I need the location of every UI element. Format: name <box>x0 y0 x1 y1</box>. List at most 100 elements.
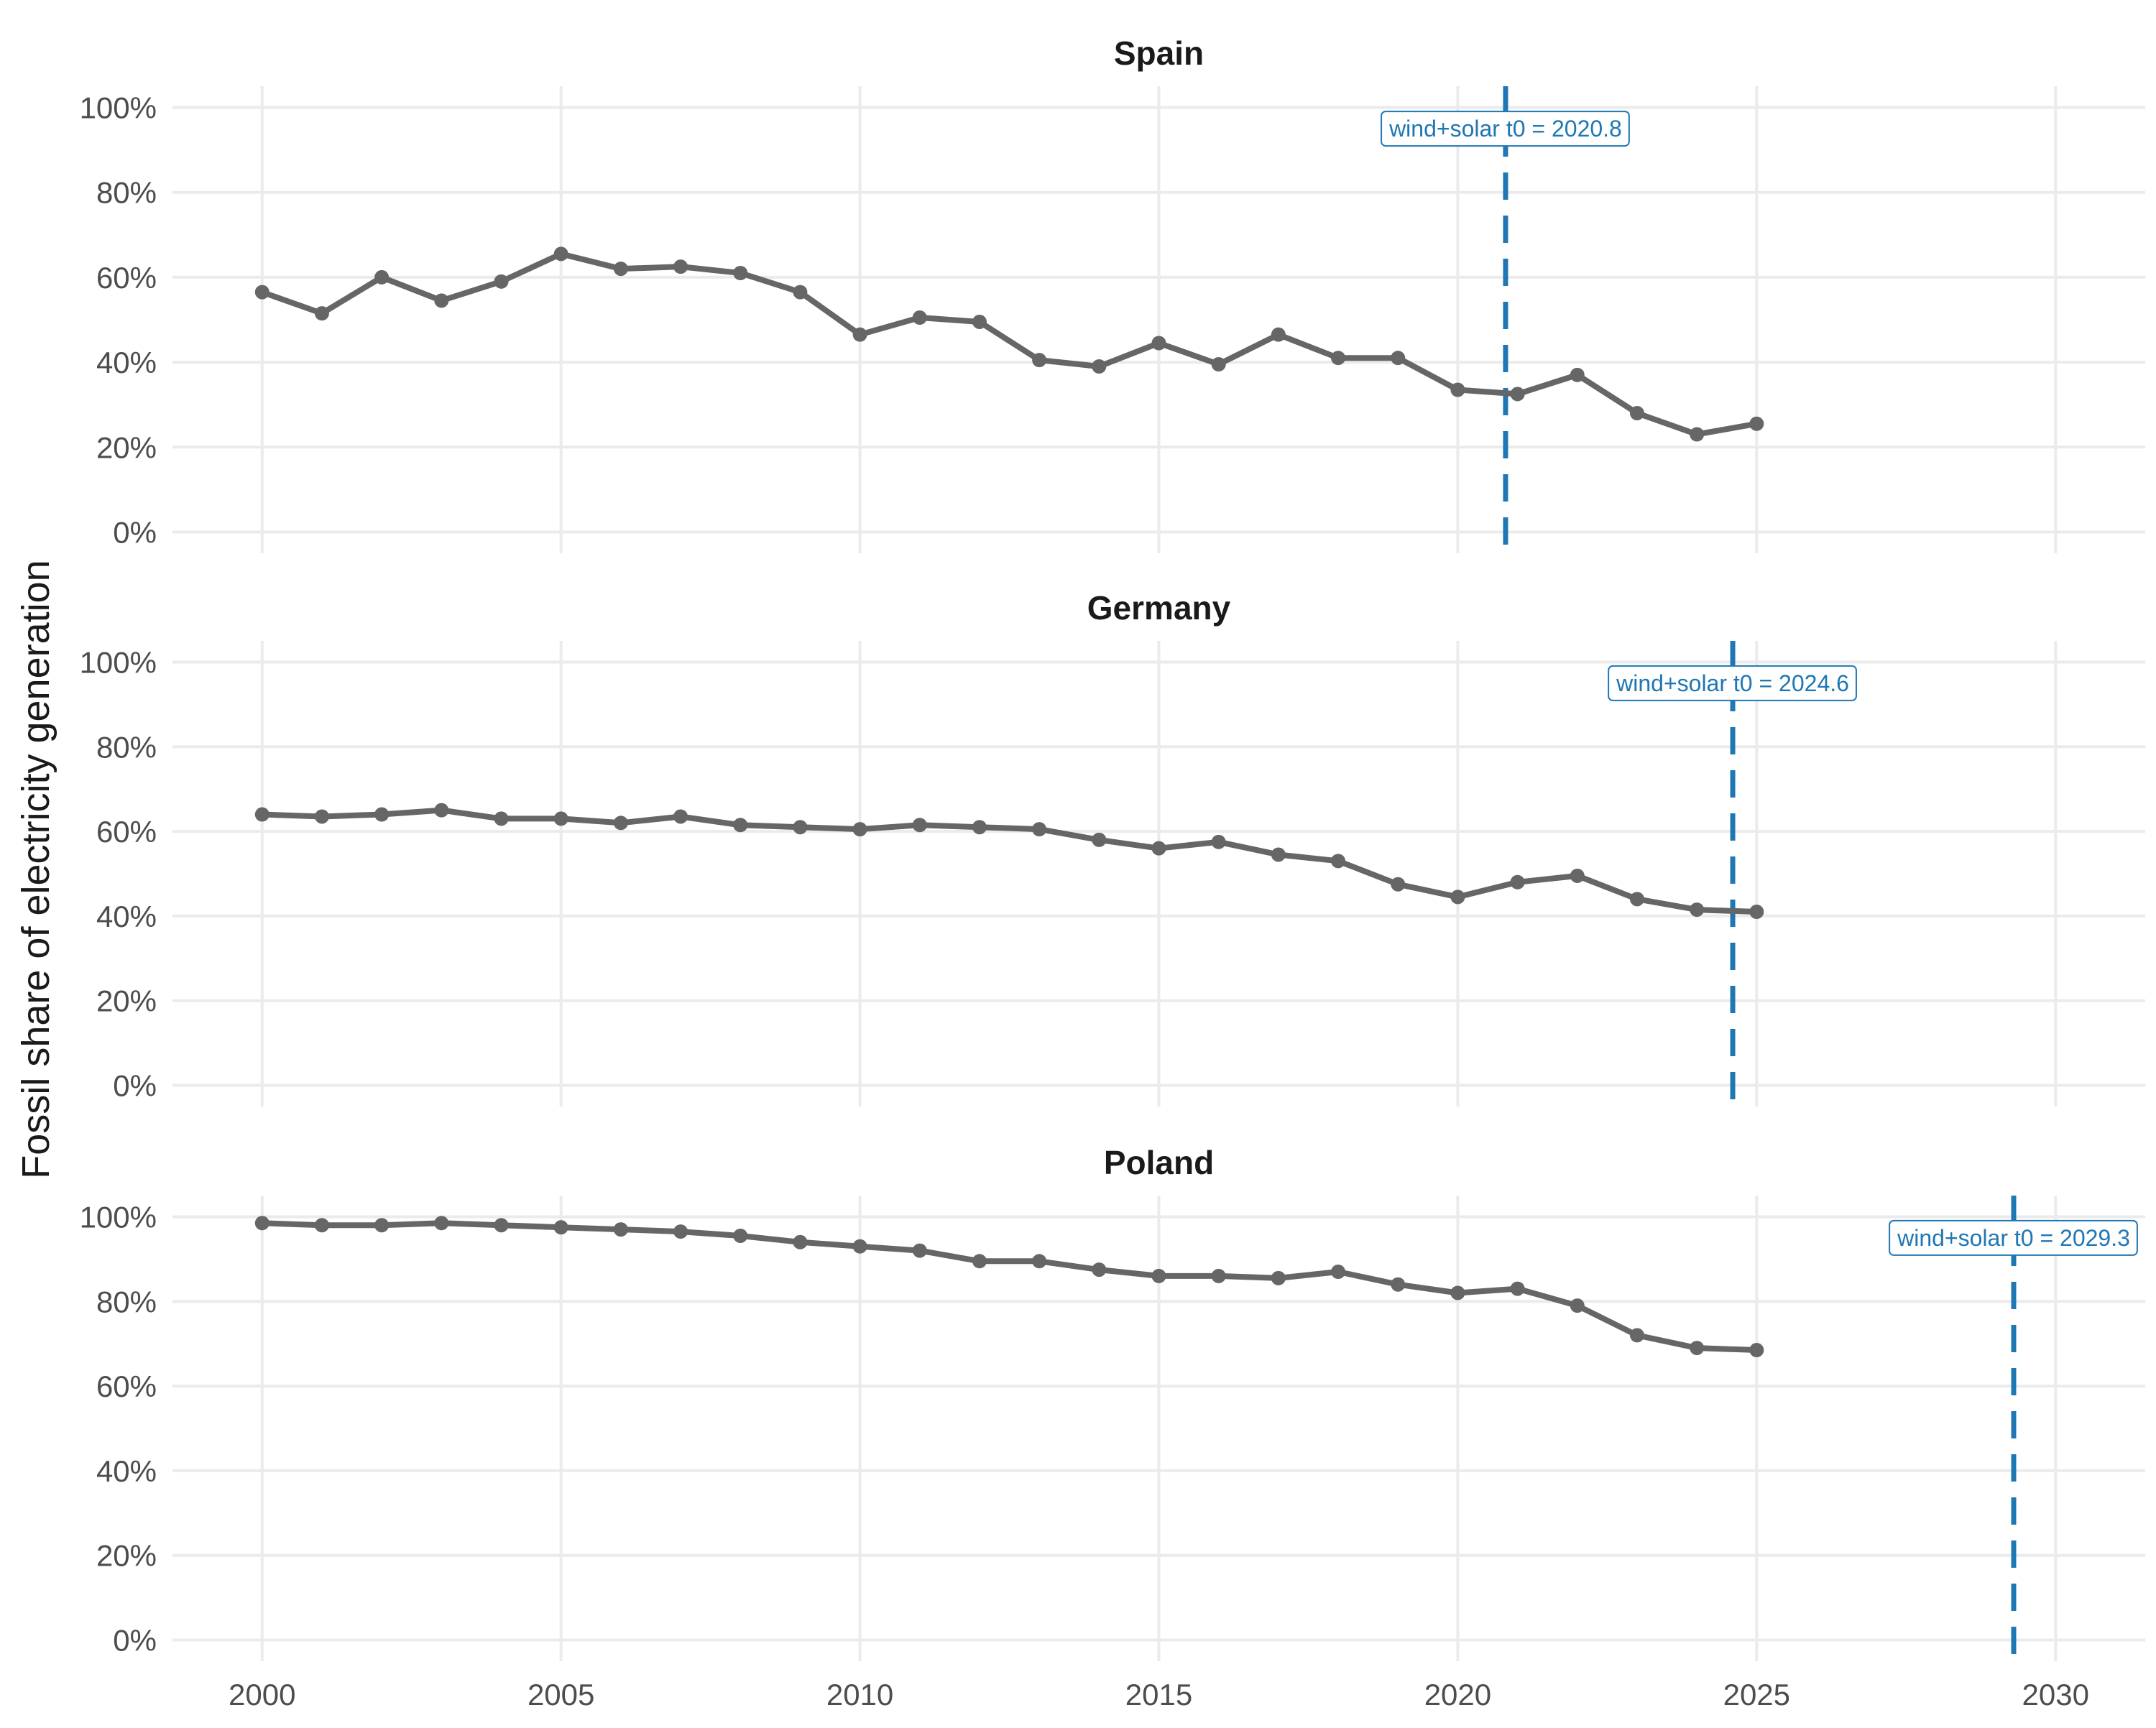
data-point <box>1749 1343 1764 1358</box>
y-tick-label: 80% <box>96 730 157 764</box>
vline-annotation-box <box>1608 665 1857 701</box>
series-line <box>259 807 1760 915</box>
data-point <box>1331 1265 1346 1280</box>
data-point <box>1690 902 1705 918</box>
data-point <box>1032 822 1047 837</box>
series-line <box>259 251 1760 438</box>
y-tick-label: 60% <box>96 261 157 295</box>
data-point <box>553 1220 568 1235</box>
data-point <box>1570 1298 1585 1313</box>
data-point <box>314 1218 329 1233</box>
data-point <box>1391 1277 1406 1292</box>
y-tick-label: 80% <box>96 176 157 210</box>
y-tick-label: 20% <box>96 430 157 464</box>
y-tick-label: 0% <box>113 515 157 549</box>
data-point <box>793 1234 808 1249</box>
panel-title: Germany <box>1087 589 1231 627</box>
data-point <box>374 269 390 285</box>
data-point <box>1570 367 1585 382</box>
data-point <box>793 820 808 835</box>
x-tick-label: 2005 <box>528 1678 594 1711</box>
data-point <box>912 818 927 833</box>
data-point <box>1450 890 1465 905</box>
data-point <box>1510 1281 1525 1296</box>
data-point <box>1151 1268 1166 1283</box>
y-tick-label: 100% <box>80 1200 157 1234</box>
data-point <box>673 809 688 824</box>
data-point <box>1151 336 1166 351</box>
data-point <box>1211 1268 1226 1283</box>
data-point <box>793 285 808 300</box>
data-point <box>1151 841 1166 856</box>
data-point <box>673 259 688 274</box>
data-point <box>1032 353 1047 368</box>
y-axis-label: Fossil share of electricity generation <box>14 560 57 1178</box>
data-point <box>1391 877 1406 892</box>
vline-annotation-box <box>1889 1219 2138 1256</box>
data-point <box>912 310 927 325</box>
data-point <box>733 266 748 280</box>
x-tick-label: 2030 <box>2022 1678 2089 1711</box>
y-tick-label: 60% <box>96 1369 157 1403</box>
data-point <box>1690 1341 1705 1356</box>
data-point <box>434 293 449 308</box>
data-point <box>1749 905 1764 920</box>
data-point <box>1749 416 1764 431</box>
data-point <box>1271 847 1286 862</box>
y-tick-label: 40% <box>96 900 157 933</box>
vline-annotation-label: wind+solar t0 = 2024.6 <box>1616 670 1849 696</box>
data-point <box>673 1224 688 1239</box>
data-point <box>972 820 987 835</box>
data-point <box>1271 1270 1286 1285</box>
x-tick-label: 2000 <box>229 1678 295 1711</box>
y-tick-label: 80% <box>96 1285 157 1318</box>
vline-annotation-label: wind+solar t0 = 2020.8 <box>1388 116 1622 142</box>
data-point <box>733 818 748 833</box>
data-point <box>613 816 628 831</box>
data-point <box>1032 1254 1047 1269</box>
y-tick-label: 20% <box>96 1539 157 1573</box>
data-point <box>553 811 568 826</box>
data-point <box>1092 359 1107 374</box>
vline-annotation-label: wind+solar t0 = 2029.3 <box>1897 1225 2130 1251</box>
data-point <box>1331 854 1346 869</box>
data-point <box>852 1239 867 1254</box>
data-point <box>613 262 628 277</box>
y-tick-label: 100% <box>80 645 157 679</box>
y-tick-label: 0% <box>113 1624 157 1658</box>
data-point <box>972 1254 987 1269</box>
data-point <box>1092 1262 1107 1277</box>
data-point <box>972 314 987 329</box>
data-point <box>494 811 509 826</box>
data-point <box>852 822 867 837</box>
y-tick-label: 60% <box>96 815 157 849</box>
data-point <box>1629 406 1644 420</box>
x-tick-label: 2015 <box>1125 1678 1192 1711</box>
y-tick-label: 0% <box>113 1069 157 1103</box>
data-point <box>434 803 449 818</box>
data-point <box>1391 351 1406 366</box>
data-point <box>553 246 568 262</box>
x-tick-label: 2020 <box>1424 1678 1491 1711</box>
data-point <box>1092 832 1107 847</box>
data-point <box>1690 427 1705 442</box>
data-point <box>1570 868 1585 883</box>
series-line <box>259 1220 1760 1353</box>
data-point <box>1211 357 1226 372</box>
data-point <box>1629 1328 1644 1343</box>
data-point <box>314 809 329 824</box>
data-point <box>494 1218 509 1233</box>
data-point <box>1450 1285 1465 1300</box>
data-point <box>1629 892 1644 907</box>
data-point <box>1510 387 1525 402</box>
panel-title: Spain <box>1114 34 1204 72</box>
x-tick-label: 2010 <box>826 1678 893 1711</box>
data-point <box>434 1216 449 1231</box>
data-point <box>254 285 270 300</box>
vline-annotation-box <box>1381 111 1630 147</box>
data-point <box>374 1218 390 1233</box>
data-point <box>1211 834 1226 849</box>
x-tick-label: 2025 <box>1723 1678 1790 1711</box>
